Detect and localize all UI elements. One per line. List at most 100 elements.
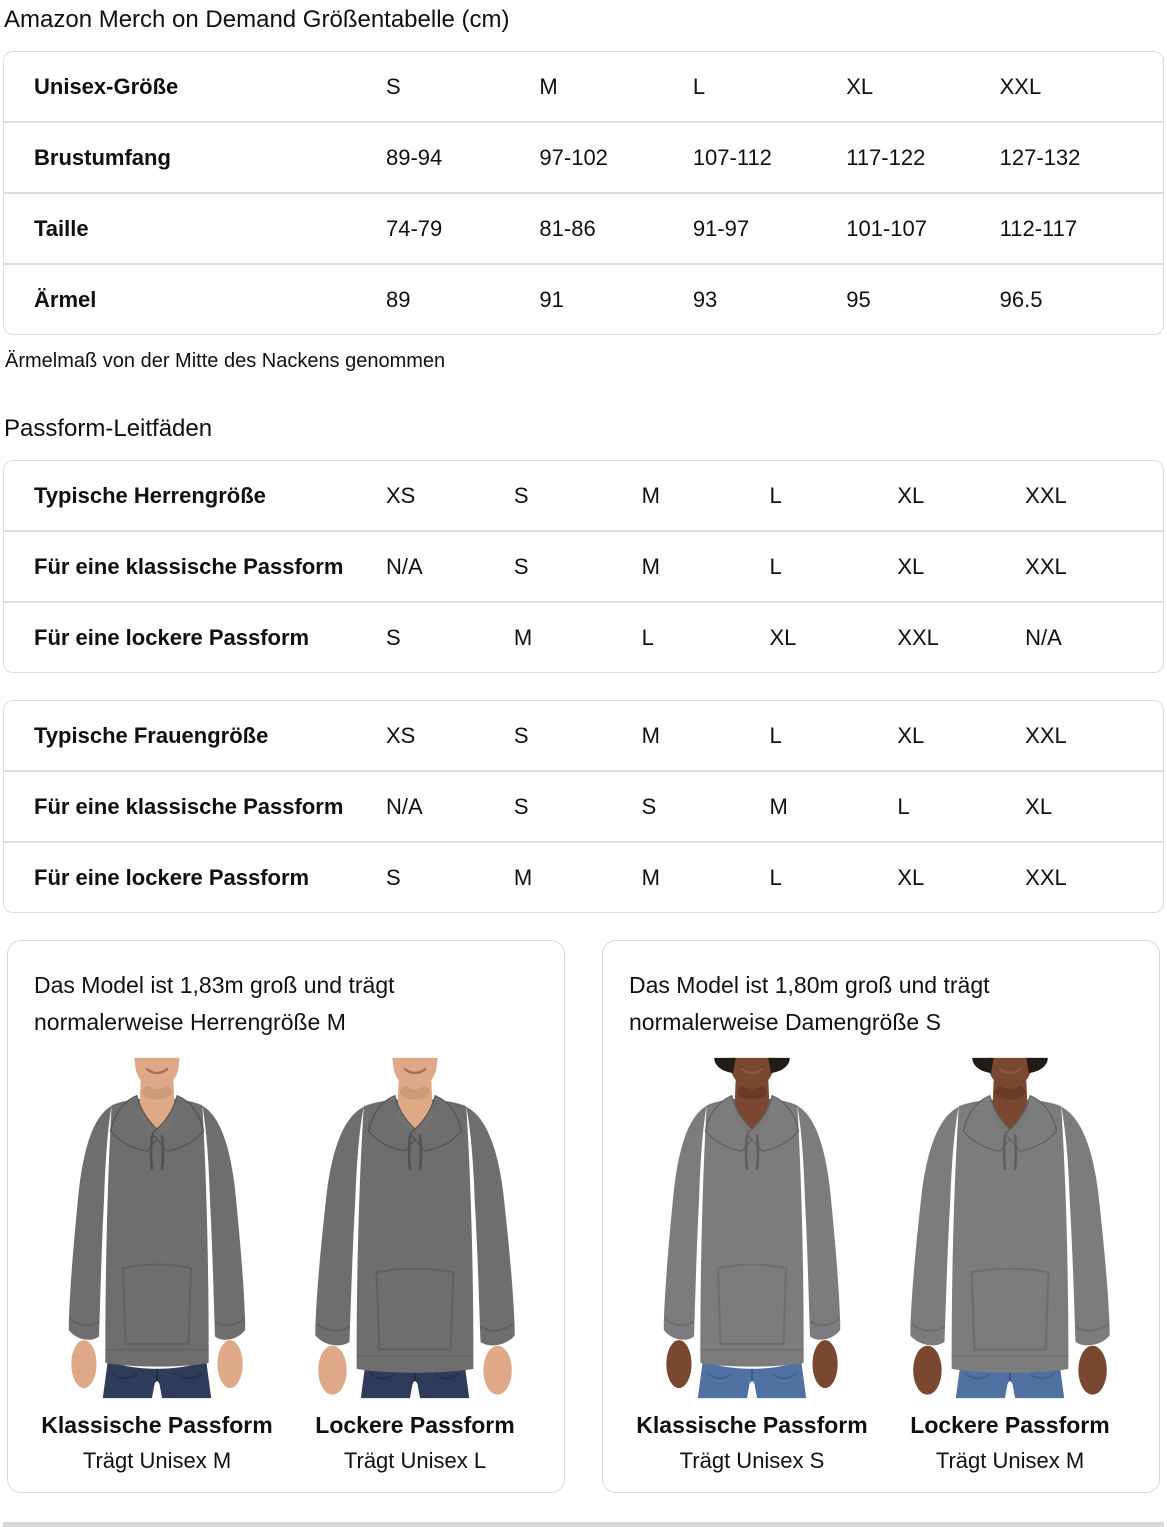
fit-label: Klassische Passform (636, 1412, 868, 1438)
model-card-men: Das Model ist 1,83m groß und trägt norma… (7, 940, 565, 1493)
model-figure-loose: Lockere Passform Trägt Unisex L (286, 1053, 544, 1474)
table-cell: L (769, 482, 782, 508)
table-cell: XL (1025, 793, 1053, 819)
hoodie (910, 1098, 1110, 1395)
table-row: Für eine lockere Passform S M L XL XXL N… (4, 601, 1163, 672)
figures-row: Klassische Passform Trägt Unisex S (623, 1053, 1139, 1474)
model-description: Das Model ist 1,83m groß und trägt norma… (34, 972, 395, 1035)
table-row: Ärmel 89 91 93 95 96.5 (4, 263, 1163, 334)
size-label: Trägt Unisex M (82, 1448, 232, 1473)
table-cell: XL (769, 624, 797, 650)
table-cell: 117-122 (846, 144, 926, 170)
table-cell: 89 (386, 286, 411, 312)
table-row: Für eine klassische Passform N/A S S M L… (4, 770, 1163, 841)
row-label: Ärmel (34, 286, 97, 312)
hoodie-model-photo-men-classic (68, 1057, 246, 1399)
table-cell: M (641, 553, 660, 579)
table-cell: 97-102 (539, 144, 608, 170)
row-label: Typische Frauengröße (34, 722, 269, 748)
table-cell: XL (897, 553, 925, 579)
table-cell: M (539, 73, 558, 99)
table-row: Für eine lockere Passform S M M L XL XXL (4, 841, 1163, 912)
table-cell: XXL (1025, 482, 1067, 508)
section-divider (3, 1522, 1164, 1527)
table-cell: L (769, 553, 782, 579)
row-label: Für eine lockere Passform (34, 864, 310, 890)
row-label: Typische Herrengröße (34, 482, 266, 508)
table-cell: M (513, 864, 533, 890)
womens-fit-table: Typische Frauengröße XS S M L XL XXL Für… (3, 700, 1164, 913)
table-cell: N/A (1025, 624, 1062, 650)
table-cell: M (513, 624, 533, 650)
hood-collar (109, 1094, 205, 1171)
jeans (697, 1360, 807, 1399)
table-row: Unisex-Größe S M L XL XXL (4, 52, 1163, 121)
table-row: Taille 74-79 81-86 91-97 101-107 112-117 (4, 192, 1163, 263)
table-cell: XS (386, 722, 416, 748)
mens-fit-table: Typische Herrengröße XS S M L XL XXL Für… (3, 460, 1164, 673)
table-cell: M (769, 793, 788, 819)
model-cards-row: Das Model ist 1,83m groß und trägt norma… (7, 940, 1160, 1493)
table-cell: XL (846, 73, 874, 99)
row-label: Für eine klassische Passform (34, 553, 344, 579)
table-cell: S (513, 722, 529, 748)
row-label: Taille (34, 215, 89, 241)
table-cell: 81-86 (539, 215, 596, 241)
table-cell: L (641, 624, 654, 650)
fit-guides-heading: Passform-Leitfäden (4, 415, 213, 442)
table-cell: L (769, 722, 782, 748)
table-cell: XXL (897, 624, 939, 650)
hoodie (663, 1097, 841, 1389)
hood-collar (367, 1094, 463, 1171)
table-cell: N/A (386, 553, 423, 579)
table-cell: XL (897, 864, 925, 890)
table-cell: 127-132 (999, 144, 1081, 170)
table-cell: 95 (846, 286, 871, 312)
table-cell: L (692, 73, 706, 99)
table-cell: S (513, 793, 529, 819)
fit-label: Lockere Passform (315, 1412, 515, 1438)
table-cell: 93 (692, 286, 718, 312)
table-cell: 96.5 (999, 286, 1043, 312)
size-chart-table: Unisex-Größe S M L XL XXL Brustumfang 89… (3, 51, 1164, 335)
hoodie (68, 1097, 246, 1389)
model-description: Das Model ist 1,80m groß und trägt norma… (629, 972, 990, 1035)
table-cell: XL (897, 482, 925, 508)
table-cell: N/A (386, 793, 423, 819)
page-title: Amazon Merch on Demand Größentabelle (cm… (4, 6, 510, 33)
row-label: Brustumfang (34, 144, 171, 170)
size-label: Trägt Unisex S (679, 1448, 825, 1473)
model-figure-loose: Lockere Passform Trägt Unisex M (881, 1053, 1139, 1474)
table-row: Für eine klassische Passform N/A S M L X… (4, 530, 1163, 601)
jeans (102, 1360, 212, 1399)
table-cell: M (641, 864, 660, 890)
table-cell: XXL (1025, 553, 1067, 579)
table-cell: 112-117 (999, 215, 1078, 241)
row-label: Für eine klassische Passform (34, 793, 344, 819)
table-cell: M (641, 722, 660, 748)
table-cell: S (386, 73, 401, 99)
table-cell: 91 (539, 286, 564, 312)
table-cell: S (386, 864, 401, 890)
model-figure-classic: Klassische Passform Trägt Unisex S (623, 1053, 881, 1474)
hoodie-model-photo-women-loose (910, 1057, 1110, 1399)
hoodie (315, 1098, 515, 1395)
table-cell: L (897, 793, 910, 819)
row-label: Unisex-Größe (34, 73, 179, 99)
model-card-women: Das Model ist 1,80m groß und trägt norma… (602, 940, 1160, 1493)
table-cell: M (641, 482, 660, 508)
table-cell: XL (897, 722, 925, 748)
size-label: Trägt Unisex M (935, 1448, 1085, 1473)
table-cell: S (641, 793, 657, 819)
table-cell: 89-94 (386, 144, 443, 170)
figures-row: Klassische Passform Trägt Unisex M (28, 1053, 544, 1474)
row-label: Für eine lockere Passform (34, 624, 310, 650)
fit-label: Klassische Passform (41, 1412, 273, 1438)
size-label: Trägt Unisex L (343, 1448, 487, 1473)
table-row: Brustumfang 89-94 97-102 107-112 117-122… (4, 121, 1163, 192)
table-cell: XS (386, 482, 416, 508)
table-cell: 74-79 (386, 215, 443, 241)
table-cell: 107-112 (692, 144, 772, 170)
fit-label: Lockere Passform (910, 1412, 1110, 1438)
table-row: Typische Frauengröße XS S M L XL XXL (4, 701, 1163, 770)
